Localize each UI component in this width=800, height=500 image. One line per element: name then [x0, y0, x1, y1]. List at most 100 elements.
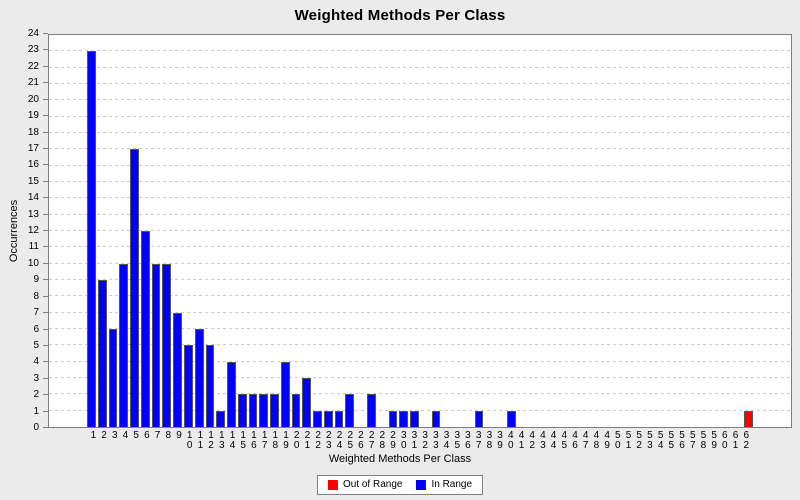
xtick-label: 5 3 [647, 430, 653, 451]
bar-in-range [173, 312, 182, 427]
ytick-mark [43, 147, 48, 149]
bar-slot [140, 35, 151, 427]
bar-in-range [474, 410, 484, 427]
bar-slot [215, 35, 226, 427]
xtick-label: 3 6 [465, 430, 471, 451]
bar-slot [700, 35, 711, 427]
ytick-label: 17 [27, 142, 39, 154]
bar-slot [549, 35, 560, 427]
ytick-mark [43, 131, 48, 133]
bar-slot [689, 35, 700, 427]
ytick-mark [43, 394, 48, 396]
bar-in-range [140, 231, 150, 427]
ytick-label: 2 [33, 389, 39, 401]
gridline [49, 83, 791, 84]
xtick-label: 6 1 [732, 430, 739, 451]
ytick-mark [43, 246, 48, 248]
gridline [49, 295, 791, 297]
bar-slot [183, 35, 194, 427]
ytick-label: 4 [33, 356, 39, 368]
gridline [49, 311, 791, 313]
xtick-label: 4 8 [593, 430, 600, 451]
xtick-label: 3 5 [454, 430, 461, 451]
legend: Out of Range In Range [316, 475, 484, 495]
bar-in-range [205, 345, 215, 427]
xtick-label: 5 6 [679, 430, 685, 451]
bar-slot [571, 35, 582, 427]
gridline [49, 279, 791, 280]
xtick-label: 2 9 [390, 430, 396, 451]
xtick-label: 1 5 [240, 430, 246, 451]
ytick-mark [43, 98, 48, 100]
bar-in-range [183, 345, 193, 427]
xtick-label: 3 0 [400, 430, 407, 451]
bar-slot [603, 35, 614, 427]
bar-slot [581, 35, 592, 427]
xtick-label: 1 9 [283, 430, 289, 451]
bar-slot [151, 35, 162, 427]
xtick-label: 1 8 [272, 430, 279, 451]
gridline [49, 213, 791, 215]
ytick-label: 12 [27, 225, 39, 236]
ytick-label: 9 [33, 274, 39, 286]
bar-slot [269, 35, 280, 427]
gridline [49, 262, 791, 264]
xtick-label: 5 1 [625, 430, 632, 451]
bar-in-range [280, 361, 290, 427]
bar-slot [291, 35, 302, 427]
bar-slot [657, 35, 668, 427]
bar-in-range [162, 263, 172, 427]
xtick-label: 2 3 [326, 430, 332, 451]
bar-slot [344, 35, 355, 427]
bar-in-range [506, 410, 516, 427]
bars-layer [49, 35, 791, 427]
bar-slot [560, 35, 571, 427]
bar-in-range [399, 410, 409, 427]
ytick-label: 20 [27, 93, 39, 105]
bar-in-range [227, 361, 236, 427]
bar-slot [280, 35, 291, 427]
bar-in-range [248, 394, 258, 427]
bar-in-range [410, 410, 419, 427]
bar-slot [527, 35, 538, 427]
bar-in-range [97, 280, 107, 427]
bar-in-range [270, 394, 279, 427]
bar-slot [86, 35, 97, 427]
ytick-label: 18 [27, 126, 39, 138]
bar-slot [463, 35, 474, 427]
gridline [49, 99, 791, 101]
x-axis-label: Weighted Methods Per Class [328, 453, 472, 465]
xtick-label: 1 0 [186, 430, 193, 451]
bar-slot [366, 35, 377, 427]
xtick-label: 2 2 [315, 430, 321, 451]
bar-in-range [194, 329, 204, 427]
bar-slot [517, 35, 528, 427]
ytick-label: 13 [27, 208, 39, 220]
xtick-label: 2 6 [358, 430, 364, 451]
gridline [49, 66, 791, 68]
xtick-label: 6 2 [743, 430, 750, 451]
xtick-label: 5 8 [700, 430, 707, 451]
bar-slot [452, 35, 463, 427]
ytick-mark [43, 164, 48, 166]
bar-in-range [130, 149, 139, 427]
xtick-label: 1 1 [197, 430, 204, 451]
y-axis: 0 1 2 3 4 5 6 7 8 9 10 11 12 13 14 15 16 17 18 19 20 21 22 23 24 [0, 29, 48, 433]
bar-slot [172, 35, 183, 427]
ytick-label: 3 [33, 372, 39, 384]
ytick-label: 24 [27, 28, 39, 39]
xtick-label: 3 1 [411, 430, 418, 451]
bar-in-range [216, 410, 226, 427]
ytick-mark [43, 65, 48, 67]
bar-slot [732, 35, 743, 427]
ytick-label: 1 [33, 405, 39, 417]
gridline [49, 344, 791, 346]
xtick-label: 5 2 [636, 430, 642, 451]
ytick-mark [43, 312, 48, 314]
gridlines-layer [49, 35, 791, 427]
bar-in-range [313, 410, 322, 427]
gridline [49, 393, 791, 395]
bar-slot [646, 35, 657, 427]
